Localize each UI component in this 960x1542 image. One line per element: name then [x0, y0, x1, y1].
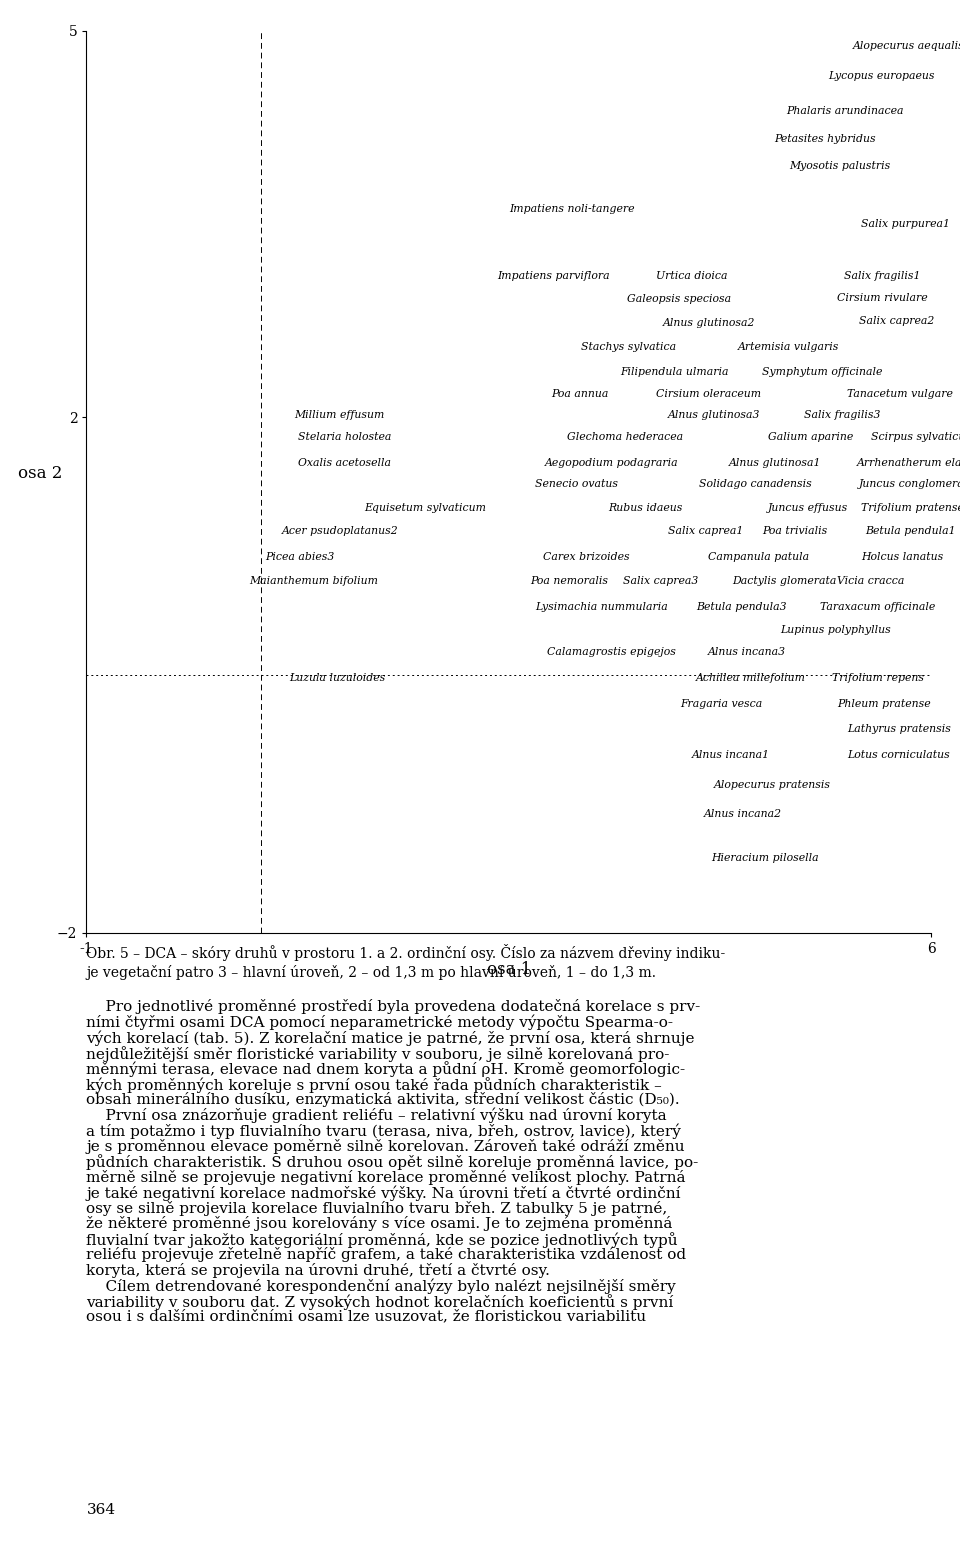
Text: měnnými terasa, elevace nad dnem koryta a půdní ρH. Kromě geomorfologic-: měnnými terasa, elevace nad dnem koryta … — [86, 1061, 685, 1078]
Text: vých korelací (tab. 5). Z korelační matice je patrné, že první osa, která shrnuj: vých korelací (tab. 5). Z korelační mati… — [86, 1030, 695, 1045]
Text: Juncus conglomeratus: Juncus conglomeratus — [859, 480, 960, 489]
Text: Stachys sylvatica: Stachys sylvatica — [581, 342, 677, 352]
Text: Betula pendula1: Betula pendula1 — [865, 526, 955, 535]
Text: je s proměnnou elevace poměrně silně korelovan. Zároveň také odráží změnu: je s proměnnou elevace poměrně silně kor… — [86, 1138, 685, 1153]
X-axis label: osa 1: osa 1 — [487, 962, 531, 979]
Text: Taraxacum officinale: Taraxacum officinale — [820, 601, 935, 612]
Text: Salix fragilis1: Salix fragilis1 — [844, 271, 921, 281]
Text: Carex brizoides: Carex brizoides — [542, 552, 629, 561]
Text: Myosotis palustris: Myosotis palustris — [789, 162, 890, 171]
Text: Lycopus europaeus: Lycopus europaeus — [828, 71, 935, 80]
Text: Senecio ovatus: Senecio ovatus — [536, 480, 618, 489]
Text: Lysimachia nummularia: Lysimachia nummularia — [536, 601, 668, 612]
Text: Alnus incana1: Alnus incana1 — [692, 749, 770, 760]
Text: Lotus corniculatus: Lotus corniculatus — [847, 749, 949, 760]
Text: Obr. 5 – DCA – skóry druhů v prostoru 1. a 2. ordinční osy. Číslo za názvem dřev: Obr. 5 – DCA – skóry druhů v prostoru 1.… — [86, 944, 726, 961]
Text: Lathyrus pratensis: Lathyrus pratensis — [847, 725, 950, 734]
Text: Lupinus polyphyllus: Lupinus polyphyllus — [780, 625, 891, 635]
Text: Cirsium oleraceum: Cirsium oleraceum — [656, 389, 761, 399]
Text: Artemisia vulgaris: Artemisia vulgaris — [738, 342, 839, 352]
Text: Salix purpurea1: Salix purpurea1 — [861, 219, 950, 230]
Text: osy se silně projevila korelace fluvialního tvaru břeh. Z tabulky 5 je patrné,: osy se silně projevila korelace fluvialn… — [86, 1201, 667, 1215]
Text: je také negativní korelace nadmořské výšky. Na úrovni třetí a čtvrté ordinční: je také negativní korelace nadmořské výš… — [86, 1186, 681, 1201]
Text: Juncus effusus: Juncus effusus — [768, 503, 849, 512]
Text: půdních charakteristik. S druhou osou opět silně koreluje proměnná lavice, po-: půdních charakteristik. S druhou osou op… — [86, 1155, 699, 1170]
Text: Alopecurus pratensis: Alopecurus pratensis — [714, 780, 831, 790]
Text: Trifolium pratense: Trifolium pratense — [861, 503, 960, 512]
Text: Phleum pratense: Phleum pratense — [837, 699, 930, 708]
Text: je vegetační patro 3 – hlavní úroveň, 2 – od 1,3 m po hlavní úroveň, 1 – do 1,3 : je vegetační patro 3 – hlavní úroveň, 2 … — [86, 965, 657, 981]
Text: Salix fragilis3: Salix fragilis3 — [804, 410, 881, 419]
Text: Pro jednotlivé proměnné prostředí byla provedena dodatečná korelace s prv-: Pro jednotlivé proměnné prostředí byla p… — [86, 999, 701, 1015]
Text: Alnus glutinosa1: Alnus glutinosa1 — [729, 458, 821, 467]
Text: obsah minerálního dusíku, enzymatická aktivita, střední velikost částic (D₅₀).: obsah minerálního dusíku, enzymatická ak… — [86, 1092, 680, 1107]
Text: Achillea millefolium: Achillea millefolium — [696, 672, 805, 683]
Text: Oxalis acetosella: Oxalis acetosella — [298, 458, 391, 467]
Text: a tím potažmo i typ fluvialního tvaru (terasa, niva, břeh, ostrov, lavice), kter: a tím potažmo i typ fluvialního tvaru (t… — [86, 1123, 682, 1138]
Text: Salix caprea2: Salix caprea2 — [859, 316, 934, 325]
Text: Vicia cracca: Vicia cracca — [837, 577, 904, 586]
Text: Impatiens parviflora: Impatiens parviflora — [496, 271, 610, 281]
Text: Symphytum officinale: Symphytum officinale — [762, 367, 882, 378]
Text: Rubus idaeus: Rubus idaeus — [608, 503, 683, 512]
Text: Poa trivialis: Poa trivialis — [762, 526, 828, 535]
Text: Tanacetum vulgare: Tanacetum vulgare — [847, 389, 952, 399]
Text: Cílem detrendované korespondenční analýzy bylo nalézt nejsilnější směry: Cílem detrendované korespondenční analýz… — [86, 1278, 676, 1294]
Text: Campanula patula: Campanula patula — [708, 552, 809, 561]
Text: fluvialní tvar jakožto kategoriální proměnná, kde se pozice jednotlivých typů: fluvialní tvar jakožto kategoriální prom… — [86, 1232, 678, 1247]
Text: Alopecurus aequalis: Alopecurus aequalis — [852, 42, 960, 51]
Text: reliéfu projevuje zřetelně napříč grafem, a také charakteristika vzdálenost od: reliéfu projevuje zřetelně napříč grafem… — [86, 1247, 686, 1263]
Text: Aegopodium podagraria: Aegopodium podagraria — [545, 458, 679, 467]
Text: Stelaria holostea: Stelaria holostea — [298, 432, 391, 441]
Text: Phalaris arundinacea: Phalaris arundinacea — [786, 106, 904, 116]
Text: Alnus glutinosa3: Alnus glutinosa3 — [668, 410, 760, 419]
Text: Calamagrostis epigejos: Calamagrostis epigejos — [547, 648, 676, 657]
Y-axis label: osa 2: osa 2 — [17, 464, 62, 481]
Text: Salix caprea1: Salix caprea1 — [668, 526, 743, 535]
Text: Galium aparine: Galium aparine — [768, 432, 853, 441]
Text: Maianthemum bifolium: Maianthemum bifolium — [250, 577, 378, 586]
Text: Arrhenatherum elatius: Arrhenatherum elatius — [856, 458, 960, 467]
Text: měrně silně se projevuje negativní korelace proměnné velikost plochy. Patrná: měrně silně se projevuje negativní korel… — [86, 1170, 685, 1184]
Text: Equisetum sylvaticum: Equisetum sylvaticum — [364, 503, 486, 512]
Text: Impatiens noli-tangere: Impatiens noli-tangere — [509, 204, 635, 214]
Text: Dactylis glomerata: Dactylis glomerata — [732, 577, 836, 586]
Text: První osa znázorňuje gradient reliéfu – relativní výšku nad úrovní koryta: První osa znázorňuje gradient reliéfu – … — [86, 1107, 667, 1123]
Text: Millium effusum: Millium effusum — [294, 410, 384, 419]
Text: Filipendula ulmaria: Filipendula ulmaria — [620, 367, 729, 378]
Text: variability v souboru dat. Z vysokých hodnot korelačních koeficientů s první: variability v souboru dat. Z vysokých ho… — [86, 1294, 674, 1309]
Text: Galeopsis speciosa: Galeopsis speciosa — [627, 295, 732, 304]
Text: Acer psudoplatanus2: Acer psudoplatanus2 — [282, 526, 398, 535]
Text: Hieracium pilosella: Hieracium pilosella — [711, 853, 819, 864]
Text: kých proměnných koreluje s první osou také řada půdních charakteristik –: kých proměnných koreluje s první osou ta… — [86, 1076, 662, 1093]
Text: Luzula luzuloides: Luzula luzuloides — [289, 672, 385, 683]
Text: nejdůležitější směr floristické variability v souboru, je silně korelovaná pro-: nejdůležitější směr floristické variabil… — [86, 1045, 670, 1061]
Text: Solidago canadensis: Solidago canadensis — [700, 480, 812, 489]
Text: ními čtyřmi osami DCA pomocí neparametrické metody výpočtu Spearma­o-: ními čtyřmi osami DCA pomocí neparametri… — [86, 1015, 673, 1030]
Text: osou i s dalšími ordinčními osami lze usuzovat, že floristickou variabilitu: osou i s dalšími ordinčními osami lze us… — [86, 1309, 646, 1323]
Text: Poa nemoralis: Poa nemoralis — [531, 577, 609, 586]
Text: Alnus incana2: Alnus incana2 — [705, 810, 782, 819]
Text: Fragaria vesca: Fragaria vesca — [681, 699, 762, 708]
Text: Petasites hybridus: Petasites hybridus — [775, 134, 876, 143]
Text: Cirsium rivulare: Cirsium rivulare — [837, 293, 927, 302]
Text: Picea abies3: Picea abies3 — [265, 552, 334, 561]
Text: že některé proměnné jsou korelovány s více osami. Je to zejména proměnná: že některé proměnné jsou korelovány s ví… — [86, 1217, 673, 1231]
Text: Salix caprea3: Salix caprea3 — [623, 577, 699, 586]
Text: Glechoma hederacea: Glechoma hederacea — [566, 432, 683, 441]
Text: Trifolium repens: Trifolium repens — [832, 672, 924, 683]
Text: Scirpus sylvaticus: Scirpus sylvaticus — [871, 432, 960, 441]
Text: Alnus glutinosa2: Alnus glutinosa2 — [663, 318, 756, 328]
Text: koryta, která se projevila na úrovni druhé, třetí a čtvrté osy.: koryta, která se projevila na úrovni dru… — [86, 1263, 550, 1278]
Text: Poa annua: Poa annua — [551, 389, 609, 399]
Text: Alnus incana3: Alnus incana3 — [708, 648, 786, 657]
Text: Holcus lanatus: Holcus lanatus — [861, 552, 944, 561]
Text: Urtica dioica: Urtica dioica — [656, 271, 728, 281]
Text: 364: 364 — [86, 1503, 115, 1517]
Text: Betula pendula3: Betula pendula3 — [696, 601, 786, 612]
